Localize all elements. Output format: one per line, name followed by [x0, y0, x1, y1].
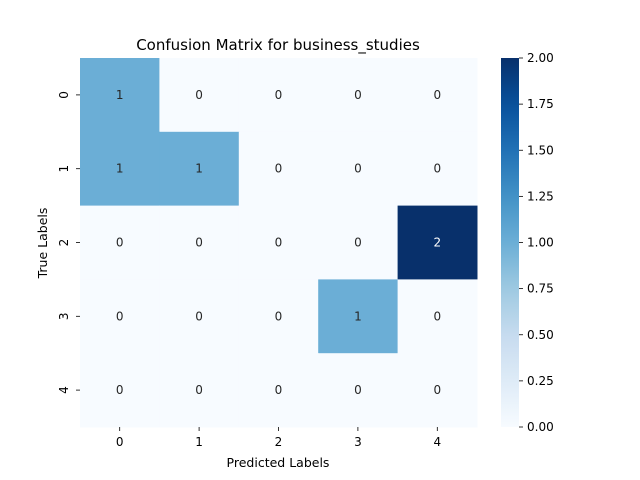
y-tick-label: 4 [57, 386, 71, 394]
heatmap-cell [238, 279, 319, 354]
colorbar-tick-label: 0.50 [527, 328, 554, 342]
x-axis-ticks: 0 1 2 3 4 [116, 427, 441, 449]
cell-value-label: 0 [354, 88, 362, 102]
cell-value-label: 0 [275, 88, 283, 102]
heatmap-cell [318, 58, 399, 133]
cell-value-label: 0 [354, 162, 362, 176]
y-tick-label: 2 [57, 239, 71, 247]
y-axis-label: True Labels [35, 208, 50, 280]
cell-value-label: 0 [354, 236, 362, 250]
cell-value-label: 0 [433, 88, 441, 102]
colorbar-tick-label: 0.00 [527, 420, 554, 434]
heatmap-cell [318, 205, 399, 280]
x-tick-label: 2 [275, 435, 283, 449]
cell-value-label: 0 [275, 383, 283, 397]
cell-value-label: 0 [195, 383, 203, 397]
colorbar-gradient [501, 58, 519, 427]
x-axis-label: Predicted Labels [227, 455, 330, 470]
colorbar-tick-label: 1.00 [527, 236, 554, 250]
cell-value-label: 0 [354, 383, 362, 397]
cell-value-label: 0 [433, 162, 441, 176]
heatmap-cell [318, 353, 399, 428]
heatmap-cell [238, 58, 319, 133]
heatmap-cell [80, 279, 160, 354]
heatmap-cell [397, 131, 478, 207]
colorbar-tick-label: 2.00 [527, 51, 554, 65]
colorbar-tick-label: 1.25 [527, 189, 554, 203]
cell-value-label: 2 [433, 236, 441, 250]
heatmap-cell [159, 205, 240, 280]
y-axis-ticks: 0 1 2 3 4 [57, 91, 80, 394]
cell-value-label: 0 [195, 88, 203, 102]
heatmap-cell [80, 205, 160, 280]
heatmap-cell [80, 353, 160, 428]
x-tick-label: 4 [433, 435, 441, 449]
heatmap-cell [159, 353, 240, 428]
heatmap-cell [397, 58, 478, 133]
heatmap-cell [318, 131, 399, 207]
y-tick-label: 1 [57, 165, 71, 173]
cell-value-label: 0 [116, 383, 124, 397]
x-tick-label: 0 [116, 435, 124, 449]
cell-value-label: 0 [275, 162, 283, 176]
heatmap-cell-labels: 1 0 0 0 0 1 1 0 0 0 0 0 0 0 2 0 0 0 1 0 0 0 0 0 0 [116, 88, 441, 397]
chart-title: Confusion Matrix for business_studies [136, 36, 420, 55]
heatmap-cell [318, 279, 399, 354]
colorbar: 0.00 0.25 0.50 0.75 1.00 1.25 1.50 1.75 2.00 [501, 51, 554, 434]
cell-value-label: 0 [433, 309, 441, 323]
cell-value-label: 1 [116, 88, 124, 102]
heatmap-cell [80, 58, 160, 133]
heatmap-cell [397, 353, 478, 428]
heatmap-cell [159, 131, 240, 207]
colorbar-tick-label: 1.75 [527, 97, 554, 111]
cell-value-label: 1 [116, 162, 124, 176]
cell-value-label: 1 [195, 162, 203, 176]
cell-value-label: 0 [433, 383, 441, 397]
cell-value-label: 0 [195, 236, 203, 250]
heatmap-cell [397, 205, 478, 280]
cell-value-label: 0 [275, 236, 283, 250]
cell-value-label: 0 [195, 309, 203, 323]
heatmap-cell [159, 58, 240, 133]
x-tick-label: 3 [354, 435, 362, 449]
cell-value-label: 0 [275, 309, 283, 323]
heatmap-cell [238, 205, 319, 280]
cell-value-label: 0 [116, 236, 124, 250]
heatmap-cells [80, 58, 478, 428]
y-tick-label: 0 [57, 91, 71, 99]
heatmap-cell [397, 279, 478, 354]
heatmap-cell [159, 279, 240, 354]
heatmap-cell [238, 131, 319, 207]
y-tick-label: 3 [57, 312, 71, 320]
heatmap-cell [80, 131, 160, 207]
colorbar-tick-label: 1.50 [527, 143, 554, 157]
cell-value-label: 0 [116, 309, 124, 323]
cell-value-label: 1 [354, 309, 362, 323]
colorbar-tick-label: 0.75 [527, 282, 554, 296]
colorbar-tick-label: 0.25 [527, 374, 554, 388]
x-tick-label: 1 [195, 435, 203, 449]
heatmap-cell [238, 353, 319, 428]
